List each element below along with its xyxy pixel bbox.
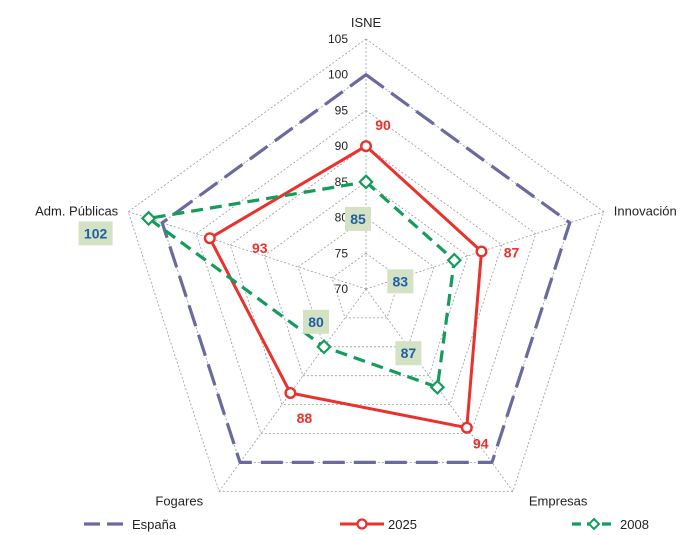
data-label-box-2008-isne — [345, 206, 371, 231]
axis-label-adm-publicas: Adm. Públicas — [35, 204, 119, 219]
data-label-2008-isne: 85 — [350, 211, 366, 227]
series-line-espana — [160, 73, 572, 464]
legend-marker-2008 — [587, 517, 601, 531]
grid-ring-85 — [263, 181, 469, 377]
marker-2008-adm-publicas — [140, 210, 157, 227]
data-label-2008-empresas: 87 — [401, 345, 417, 361]
tick-label-105: 105 — [328, 32, 348, 46]
data-label-box-2008-adm-publicas — [78, 221, 113, 246]
data-label-2008-fogares: 80 — [308, 314, 324, 330]
axis-label-empresas: Empresas — [529, 493, 588, 508]
legend-label-espana: España — [132, 517, 177, 532]
data-label-2025-empresas: 94 — [473, 436, 489, 452]
marker-2025-isne — [360, 140, 373, 153]
legend-label-2025: 2025 — [388, 517, 417, 532]
axis-label-fogares: Fogares — [155, 493, 203, 508]
grid-ring-75 — [331, 252, 401, 319]
tick-label-95: 95 — [335, 103, 349, 117]
series-line-2008 — [147, 180, 456, 389]
grid-ring-95 — [195, 109, 537, 434]
data-label-2025-adm-publicas: 93 — [252, 240, 268, 256]
grid-ring-105 — [127, 38, 605, 492]
axis-label-innovacion: Innovación — [614, 204, 677, 219]
marker-2025-adm-publicas — [203, 232, 216, 245]
data-label-box-2008-empresas — [395, 341, 422, 366]
tick-label-75: 75 — [335, 246, 349, 260]
data-label-2025-fogares: 88 — [297, 410, 313, 426]
spoke-adm-publicas — [128, 211, 367, 290]
tick-label-100: 100 — [328, 68, 348, 82]
tick-label-70: 70 — [335, 282, 349, 296]
marker-2025-fogares — [284, 387, 297, 400]
legend-label-2008: 2008 — [620, 517, 649, 532]
axis-label-isne: ISNE — [351, 15, 382, 30]
legend-marker-2025 — [356, 518, 368, 530]
data-label-2008-adm-publicas: 102 — [84, 225, 108, 241]
data-label-2025-innovacion: 87 — [504, 245, 520, 261]
tick-label-90: 90 — [335, 139, 349, 153]
marker-2008-innovacion — [446, 252, 463, 269]
marker-2025-innovacion — [475, 245, 488, 258]
data-label-2025-isne: 90 — [375, 117, 391, 133]
marker-2008-isne — [358, 174, 374, 190]
series-line-2025 — [208, 144, 483, 430]
grid-ring-80 — [297, 217, 435, 348]
data-label-box-2008-innovacion — [387, 269, 414, 294]
marker-2008-fogares — [316, 339, 332, 355]
marker-2025-empresas — [460, 421, 473, 434]
grid-ring-90 — [229, 145, 503, 406]
marker-2008-empresas — [429, 379, 446, 395]
data-label-2008-innovacion: 83 — [393, 273, 409, 289]
data-label-box-2008-fogares — [303, 309, 329, 334]
tick-label-80: 80 — [335, 211, 349, 225]
